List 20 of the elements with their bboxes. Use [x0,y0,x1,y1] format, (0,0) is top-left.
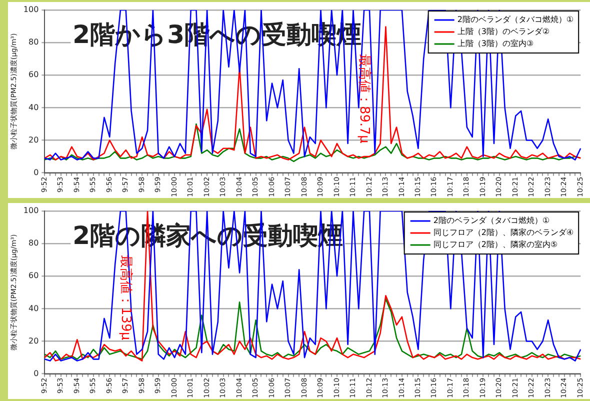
y-tick-label: 60 [28,271,39,280]
y-tick-label: 80 [28,38,39,47]
y-tick-label: 80 [28,238,39,248]
legend-label: 上階（3階）の室内③ [457,39,534,48]
y-tick-label: 40 [28,304,39,313]
annotation: 最高値：89.7μ [356,54,372,144]
y-tick-label: 60 [28,70,39,80]
annotation: 最高値：139μ [118,255,134,340]
y-tick-label: 20 [28,336,39,346]
legend-label: 上階（3階）のベランダ② [457,27,550,36]
y-tick-label: 0 [34,368,39,378]
y-tick-label: 40 [28,102,39,112]
y-tick-label: 0 [34,168,39,177]
y-tick-label: 100 [23,206,39,216]
legend-label: 2階のベランダ（タバコ燃焼）① [457,15,574,24]
legend-label: 同じフロア（2階）、隣家のベランダ④ [433,228,574,238]
legend-label: 同じフロア（2階）、隣家の室内⑤ [433,240,558,250]
y-tick-label: 100 [23,5,39,14]
legend-label: 2階のベランダ（タバコ燃焼）① [433,216,550,226]
y-tick-label: 20 [28,135,39,144]
